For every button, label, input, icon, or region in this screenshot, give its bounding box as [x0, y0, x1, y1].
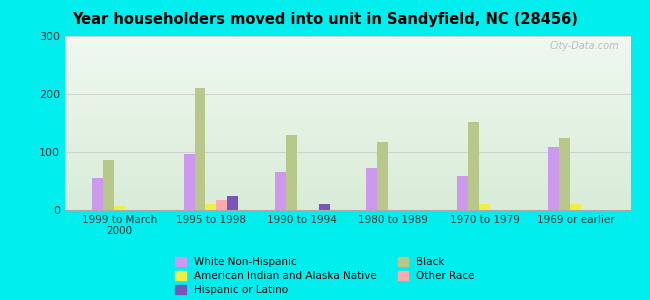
Bar	[570, 204, 581, 210]
Bar	[194, 88, 205, 210]
Bar	[286, 135, 296, 210]
Bar	[468, 122, 479, 210]
Bar	[114, 206, 125, 210]
Bar	[183, 154, 194, 210]
Bar	[457, 176, 468, 210]
Bar	[92, 178, 103, 210]
Bar	[275, 172, 286, 210]
Bar	[318, 204, 330, 210]
Legend: White Non-Hispanic, American Indian and Alaska Native, Hispanic or Latino, Black: White Non-Hispanic, American Indian and …	[176, 257, 474, 295]
Bar	[549, 147, 560, 210]
Bar	[227, 196, 239, 210]
Text: City-Data.com: City-Data.com	[549, 41, 619, 51]
Bar	[560, 137, 570, 210]
Bar	[216, 200, 228, 210]
Bar	[377, 142, 388, 210]
Bar	[205, 204, 216, 210]
Text: Year householders moved into unit in Sandyfield, NC (28456): Year householders moved into unit in San…	[72, 12, 578, 27]
Bar	[103, 160, 114, 210]
Bar	[366, 168, 377, 210]
Bar	[479, 204, 490, 210]
